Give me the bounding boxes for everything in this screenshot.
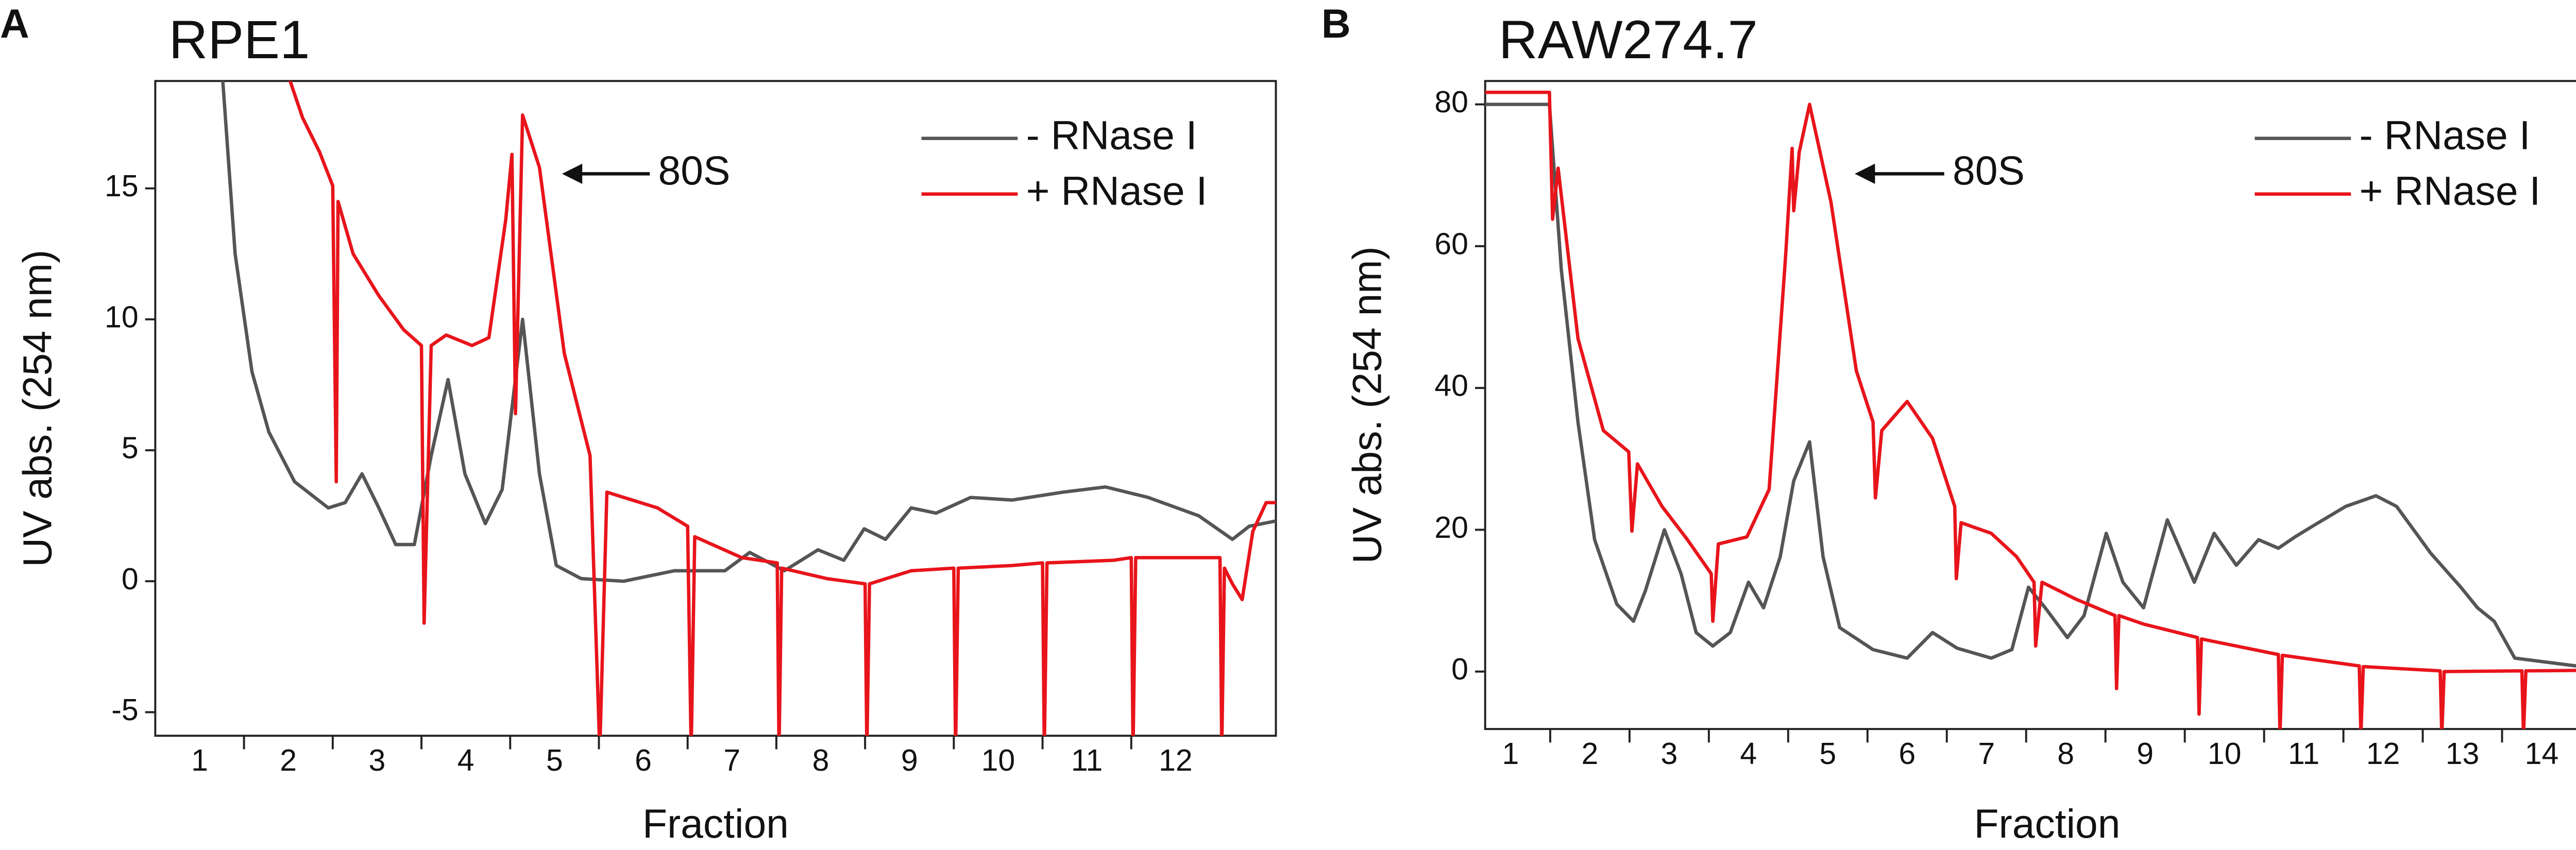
- x-tick-label: 7: [1978, 737, 1995, 771]
- annotation-arrowhead: [1855, 163, 1875, 184]
- x-tick-label: 8: [2057, 737, 2074, 771]
- plot-area: [221, 81, 1276, 736]
- x-axis-label: Fraction: [642, 801, 789, 846]
- y-axis-label: UV abs. (254 nm): [1345, 246, 1390, 564]
- x-tick-label: 12: [2366, 737, 2400, 771]
- panel-label: B: [1321, 1, 1351, 46]
- x-tick-label: 2: [280, 744, 297, 777]
- x-tick-label: 1: [191, 744, 208, 777]
- chart-title: RPE1: [169, 10, 310, 70]
- x-tick-label: 10: [981, 744, 1015, 777]
- legend-label: + RNase I: [2360, 168, 2541, 213]
- x-tick-label: 4: [1740, 737, 1757, 771]
- legend-label: + RNase I: [1026, 168, 1208, 213]
- legend-label: - RNase I: [2360, 112, 2531, 158]
- y-tick-label: 5: [122, 432, 139, 465]
- y-tick-label: 80: [1434, 86, 1468, 119]
- y-tick-label: 0: [1451, 653, 1468, 686]
- y-tick-label: -5: [111, 693, 138, 727]
- legend-label: - RNase I: [1026, 112, 1197, 158]
- x-tick-label: 10: [2208, 737, 2242, 771]
- panel-label: A: [0, 1, 29, 46]
- plot-area: [1485, 90, 2576, 729]
- x-tick-label: 3: [1660, 737, 1677, 771]
- y-axis-label: UV abs. (254 nm): [14, 250, 60, 567]
- data-line: [1485, 90, 2576, 729]
- x-tick-label: 7: [723, 744, 740, 777]
- chart-title: RAW274.7: [1499, 10, 1758, 70]
- x-tick-label: 9: [901, 744, 918, 777]
- x-tick-label: 8: [812, 744, 829, 777]
- x-tick-label: 14: [2525, 737, 2559, 771]
- y-tick-label: 40: [1434, 369, 1468, 403]
- y-tick-label: 20: [1434, 511, 1468, 545]
- x-tick-label: 6: [635, 744, 652, 777]
- x-tick-label: 3: [369, 744, 386, 777]
- x-tick-label: 12: [1159, 744, 1193, 777]
- y-tick-label: 15: [105, 169, 139, 203]
- x-tick-label: 2: [1582, 737, 1599, 771]
- annotation: 80S: [1953, 148, 2025, 193]
- x-tick-label: 6: [1899, 737, 1916, 771]
- x-axis-label: Fraction: [1974, 801, 2121, 846]
- x-tick-label: 11: [2288, 737, 2319, 771]
- x-tick-label: 9: [2137, 737, 2154, 771]
- x-tick-label: 4: [457, 744, 474, 777]
- annotation-arrowhead: [562, 163, 583, 184]
- plot-frame: [154, 80, 1277, 737]
- x-tick-label: 13: [2446, 737, 2480, 771]
- y-tick-label: 0: [122, 563, 139, 596]
- y-tick-label: 60: [1434, 227, 1468, 261]
- data-line: [1485, 103, 2576, 668]
- y-tick-label: 10: [105, 300, 139, 334]
- data-line: [221, 81, 1276, 583]
- x-tick-label: 5: [546, 744, 563, 777]
- x-tick-label: 1: [1502, 737, 1519, 771]
- x-tick-label: 11: [1071, 744, 1103, 777]
- plot-frame: [1484, 80, 2576, 730]
- annotation: 80S: [658, 148, 731, 193]
- x-tick-label: 5: [1819, 737, 1836, 771]
- data-line: [288, 81, 1276, 736]
